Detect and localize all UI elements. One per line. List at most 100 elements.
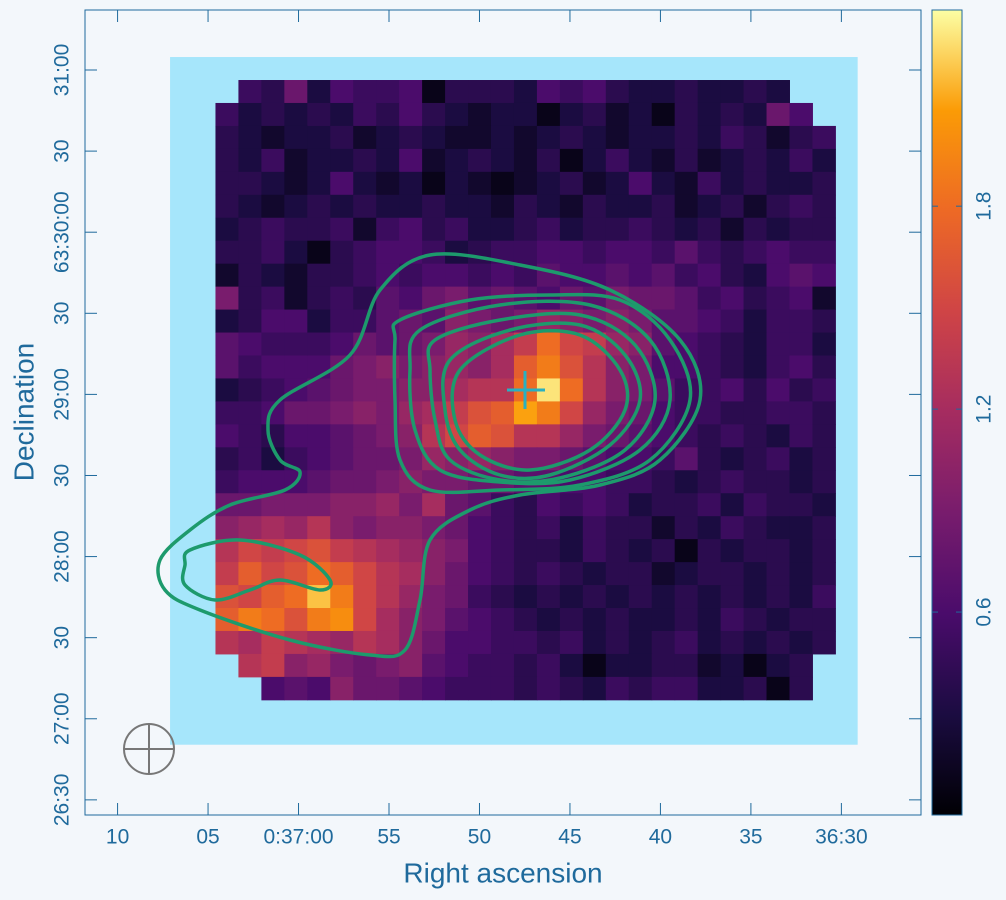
pixel <box>720 401 745 425</box>
pixel <box>422 217 446 242</box>
pixel <box>490 171 515 196</box>
pixel <box>812 424 836 448</box>
pixel <box>582 378 607 402</box>
pixel <box>651 240 676 265</box>
pixel <box>284 194 308 219</box>
pixel <box>445 148 469 173</box>
pixel <box>743 125 768 150</box>
pixel <box>559 125 584 150</box>
pixel <box>812 539 836 563</box>
pixel <box>399 102 423 127</box>
pixel <box>399 562 423 586</box>
pixel <box>766 102 790 127</box>
pixel <box>445 493 469 517</box>
pixel <box>376 125 400 150</box>
pixel <box>720 676 745 701</box>
pixel <box>766 539 790 563</box>
pixel <box>743 562 768 586</box>
pixel <box>674 102 699 127</box>
pixel <box>812 401 836 425</box>
pixel <box>513 401 538 425</box>
pixel <box>766 401 790 425</box>
pixel <box>215 171 239 196</box>
pixel <box>445 286 469 311</box>
colorbar-tick-label: 1.2 <box>973 395 996 424</box>
pixel <box>720 171 745 196</box>
pixel <box>468 424 492 448</box>
pixel <box>559 630 584 655</box>
pixel <box>559 240 584 265</box>
pixel <box>789 263 813 288</box>
pixel <box>238 286 262 311</box>
pixel <box>215 286 239 311</box>
pixel <box>399 493 423 517</box>
pixel <box>536 676 561 701</box>
pixel <box>261 194 285 219</box>
pixel <box>307 125 331 150</box>
pixel <box>766 676 790 701</box>
pixel <box>307 102 331 127</box>
pixel <box>376 653 400 678</box>
pixel <box>605 102 630 127</box>
pixel <box>376 493 400 517</box>
pixel <box>238 401 262 425</box>
pixel <box>215 470 239 494</box>
pixel <box>468 102 492 127</box>
pixel <box>376 585 400 609</box>
pixel <box>445 102 469 127</box>
pixel <box>582 125 607 150</box>
pixel <box>353 148 377 173</box>
pixel <box>399 447 423 471</box>
pixel <box>445 630 469 655</box>
pixel <box>490 401 515 425</box>
plot-frame <box>84 9 922 816</box>
pixel <box>215 355 239 379</box>
pixel <box>284 355 308 379</box>
pixel <box>284 676 308 701</box>
pixel <box>513 148 538 173</box>
pixel <box>445 171 469 196</box>
pixel <box>559 332 584 356</box>
pixel <box>559 653 584 678</box>
pixel <box>720 80 745 104</box>
pixel <box>628 240 653 265</box>
pixel <box>376 148 400 173</box>
pixel <box>284 608 308 632</box>
pixel <box>399 217 423 242</box>
pixel <box>330 217 354 242</box>
pixel <box>422 630 446 655</box>
pixel <box>353 80 377 104</box>
pixel <box>261 240 285 265</box>
pixel <box>468 125 492 150</box>
pixel <box>513 102 538 127</box>
pixel <box>674 653 699 678</box>
pixel <box>743 630 768 655</box>
pixel <box>628 125 653 150</box>
pixel <box>674 562 699 586</box>
pixel <box>261 125 285 150</box>
pixel <box>720 562 745 586</box>
pixel <box>376 630 400 655</box>
pixel <box>307 539 331 563</box>
pixel <box>215 148 239 173</box>
pixel <box>399 585 423 609</box>
pixel <box>743 148 768 173</box>
pixel <box>559 355 584 379</box>
pixel <box>651 676 676 701</box>
pixel <box>743 309 768 334</box>
pixel <box>651 148 676 173</box>
pixel <box>490 102 515 127</box>
pixel <box>238 309 262 334</box>
pixel <box>353 263 377 288</box>
pixel <box>445 217 469 242</box>
pixel <box>582 630 607 655</box>
pixel <box>559 217 584 242</box>
pixel <box>697 102 722 127</box>
pixel <box>261 378 285 402</box>
pixel <box>284 585 308 609</box>
pixel <box>720 585 745 609</box>
pixel <box>766 240 790 265</box>
pixel <box>720 378 745 402</box>
pixel <box>720 447 745 471</box>
pixel <box>330 630 354 655</box>
